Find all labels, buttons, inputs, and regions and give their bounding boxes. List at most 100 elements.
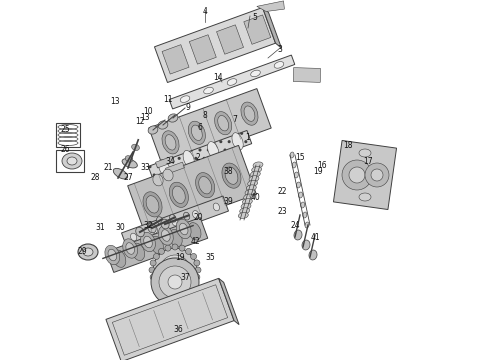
Ellipse shape <box>244 106 255 121</box>
Ellipse shape <box>249 176 259 182</box>
Ellipse shape <box>359 149 371 157</box>
Text: 32: 32 <box>143 220 153 230</box>
Ellipse shape <box>158 226 173 245</box>
Ellipse shape <box>188 222 201 240</box>
Ellipse shape <box>169 264 181 276</box>
Ellipse shape <box>163 169 173 181</box>
Text: 2: 2 <box>196 153 200 162</box>
Ellipse shape <box>186 285 192 292</box>
Ellipse shape <box>162 131 179 154</box>
Ellipse shape <box>349 167 365 183</box>
Ellipse shape <box>250 171 260 177</box>
Polygon shape <box>166 162 184 174</box>
Ellipse shape <box>141 232 155 252</box>
Ellipse shape <box>151 258 199 306</box>
Ellipse shape <box>359 193 371 201</box>
Ellipse shape <box>303 212 307 218</box>
Ellipse shape <box>204 87 213 94</box>
Ellipse shape <box>195 267 201 273</box>
Text: 7: 7 <box>233 116 238 125</box>
Ellipse shape <box>153 280 159 287</box>
Ellipse shape <box>222 163 241 188</box>
Text: 34: 34 <box>165 158 175 166</box>
Ellipse shape <box>150 260 156 266</box>
Polygon shape <box>106 217 208 273</box>
Ellipse shape <box>148 126 158 134</box>
Ellipse shape <box>158 121 168 129</box>
Ellipse shape <box>298 192 303 198</box>
Ellipse shape <box>208 141 219 159</box>
Ellipse shape <box>149 267 155 273</box>
Text: 4: 4 <box>202 8 207 17</box>
Ellipse shape <box>238 212 248 219</box>
Text: 10: 10 <box>143 108 153 117</box>
Polygon shape <box>217 25 244 54</box>
Ellipse shape <box>179 289 185 295</box>
Ellipse shape <box>168 114 178 122</box>
Ellipse shape <box>246 185 256 191</box>
Text: 20: 20 <box>193 213 203 222</box>
Ellipse shape <box>183 212 190 220</box>
Ellipse shape <box>153 174 163 186</box>
Ellipse shape <box>170 215 176 222</box>
Text: 41: 41 <box>310 234 320 243</box>
Text: 35: 35 <box>205 253 215 262</box>
Ellipse shape <box>243 199 252 205</box>
Text: 6: 6 <box>197 123 202 132</box>
Ellipse shape <box>78 244 98 260</box>
Ellipse shape <box>188 121 205 144</box>
Text: 27: 27 <box>123 174 133 183</box>
Ellipse shape <box>371 169 383 181</box>
Ellipse shape <box>151 226 157 233</box>
Ellipse shape <box>122 239 138 258</box>
Text: 14: 14 <box>213 73 223 82</box>
Text: 39: 39 <box>223 198 233 207</box>
Polygon shape <box>128 145 256 235</box>
Text: 37: 37 <box>180 274 190 283</box>
Ellipse shape <box>302 240 310 250</box>
Bar <box>56 123 80 147</box>
Ellipse shape <box>191 253 196 260</box>
Ellipse shape <box>83 248 93 256</box>
Text: 16: 16 <box>317 161 327 170</box>
Ellipse shape <box>108 249 117 261</box>
Ellipse shape <box>199 176 212 194</box>
Text: 13: 13 <box>110 98 120 107</box>
Ellipse shape <box>162 230 170 241</box>
Ellipse shape <box>274 62 284 68</box>
Polygon shape <box>294 68 320 82</box>
Polygon shape <box>334 140 396 210</box>
Polygon shape <box>169 55 295 109</box>
Text: 36: 36 <box>173 325 183 334</box>
Text: 28: 28 <box>90 174 100 183</box>
Ellipse shape <box>192 125 202 140</box>
Text: 19: 19 <box>175 253 185 262</box>
Text: 5: 5 <box>252 13 257 22</box>
Ellipse shape <box>132 144 140 150</box>
Ellipse shape <box>67 157 77 165</box>
Ellipse shape <box>172 186 185 203</box>
Ellipse shape <box>240 208 249 214</box>
Ellipse shape <box>309 250 317 260</box>
Text: 1: 1 <box>245 134 250 143</box>
Ellipse shape <box>153 253 159 260</box>
Ellipse shape <box>161 219 169 229</box>
Text: 8: 8 <box>203 111 207 120</box>
Ellipse shape <box>172 244 178 250</box>
Ellipse shape <box>125 156 133 162</box>
Polygon shape <box>149 89 271 167</box>
Ellipse shape <box>146 196 159 213</box>
Text: 33: 33 <box>140 163 150 172</box>
Ellipse shape <box>179 245 185 251</box>
Ellipse shape <box>193 211 199 219</box>
Ellipse shape <box>292 162 296 168</box>
Ellipse shape <box>150 236 164 254</box>
Ellipse shape <box>172 218 178 226</box>
Text: 24: 24 <box>290 220 300 230</box>
Text: 3: 3 <box>277 45 282 54</box>
Ellipse shape <box>148 223 156 233</box>
Ellipse shape <box>158 248 165 255</box>
Text: 11: 11 <box>163 95 173 104</box>
Ellipse shape <box>194 260 200 266</box>
Ellipse shape <box>160 255 190 285</box>
